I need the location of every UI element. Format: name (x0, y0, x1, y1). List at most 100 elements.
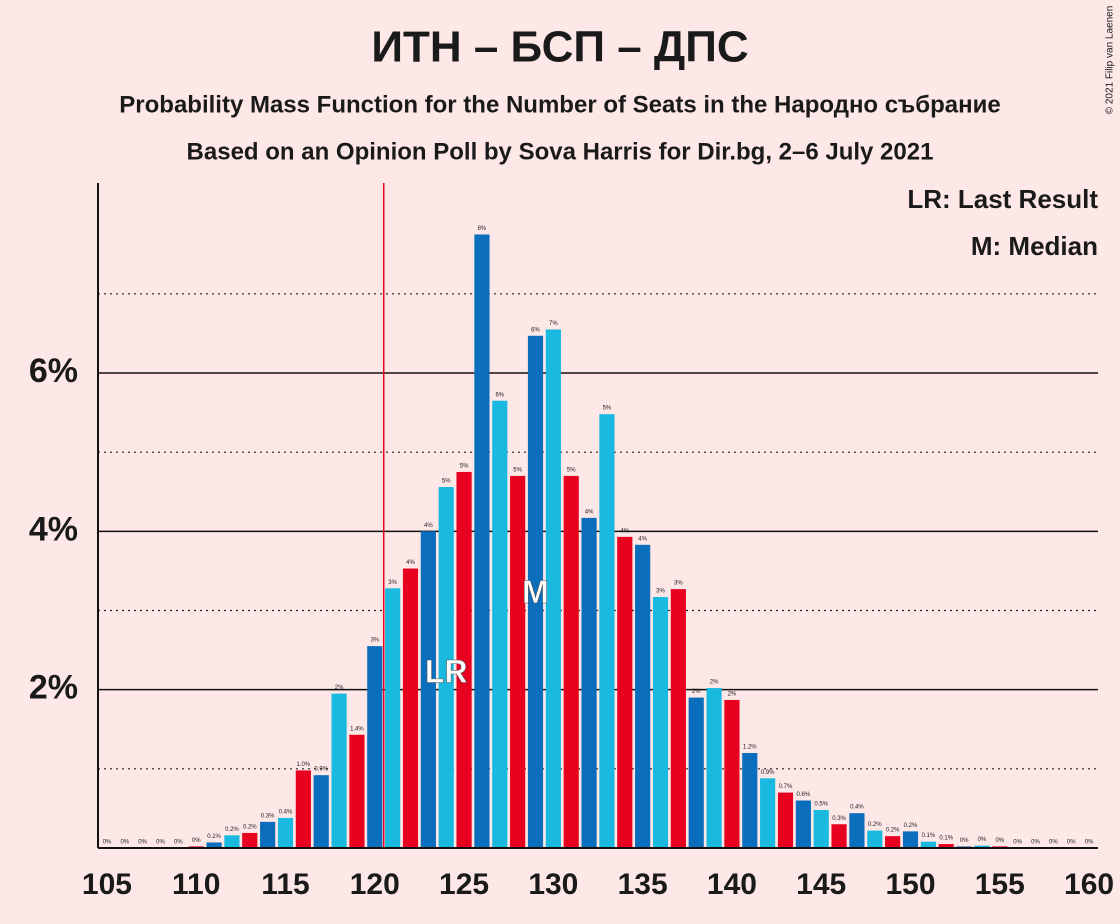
value-label: 0.9% (314, 767, 328, 773)
value-label: 7% (549, 321, 558, 327)
value-label: 1.2% (743, 745, 757, 751)
bar (742, 753, 758, 848)
bar (545, 329, 561, 848)
bar (760, 778, 776, 848)
value-label: 0.3% (832, 816, 846, 822)
bar (795, 800, 811, 848)
bar (831, 824, 847, 848)
value-label: 0.1% (207, 834, 221, 840)
bar (438, 487, 454, 848)
bar (617, 536, 633, 848)
bar (902, 831, 919, 848)
value-label: 0% (192, 838, 201, 844)
x-tick-label: 115 (261, 868, 309, 901)
value-label: 0.2% (904, 823, 918, 829)
value-label: 6% (531, 327, 540, 333)
value-label: 0% (960, 838, 969, 844)
copyright: © 2021 Filip van Laenen (1105, 6, 1116, 115)
value-label: 0.7% (779, 784, 793, 790)
annotation: M (522, 574, 549, 610)
x-tick-label: 110 (172, 868, 220, 901)
value-label: 3% (674, 581, 683, 587)
value-label: 4% (424, 523, 433, 529)
bar (474, 234, 490, 849)
value-label: 3% (388, 580, 397, 586)
bar (349, 734, 365, 848)
bar (920, 841, 936, 848)
value-label: 0.2% (243, 825, 257, 831)
value-label: 6% (495, 392, 504, 398)
value-label: 0.1% (922, 833, 936, 839)
bar (813, 810, 829, 848)
value-label: 8% (478, 226, 487, 232)
bar (295, 770, 311, 848)
value-label: 5% (460, 464, 469, 470)
value-label: 0% (1049, 840, 1058, 846)
bar (867, 830, 883, 848)
value-label: 0.2% (868, 822, 882, 828)
value-label: 2% (692, 689, 701, 695)
bar (724, 699, 740, 848)
value-label: 1.0% (297, 762, 311, 768)
bar (885, 836, 901, 848)
bar (974, 845, 990, 848)
value-label: 4% (620, 528, 629, 534)
value-label: 0.1% (939, 836, 953, 842)
legend-entry: M: Median (971, 231, 1098, 261)
value-label: 5% (513, 467, 522, 473)
bar (277, 817, 294, 848)
value-label: 4% (406, 560, 415, 566)
bar (385, 588, 401, 848)
value-label: 0% (156, 840, 165, 846)
value-label: 0.2% (225, 827, 239, 833)
bar (599, 414, 615, 848)
bar (938, 844, 954, 848)
bar (331, 693, 347, 848)
value-label: 0.2% (886, 828, 900, 834)
bar (688, 697, 704, 848)
bar (420, 531, 436, 848)
x-tick-label: 160 (1064, 868, 1114, 901)
x-tick-label: 125 (439, 868, 489, 901)
value-label: 5% (603, 406, 612, 412)
value-label: 3% (370, 638, 379, 644)
value-label: 2% (728, 692, 737, 698)
value-label: 0% (1085, 840, 1094, 846)
bar (224, 835, 240, 848)
bar (527, 335, 544, 849)
value-label: 1.4% (350, 726, 364, 732)
bar (260, 821, 276, 848)
bar (777, 792, 794, 848)
legend-entry: LR: Last Result (907, 184, 1098, 214)
y-tick-label: 6% (29, 352, 78, 390)
value-label: 0% (138, 840, 147, 846)
value-label: 0.3% (261, 813, 275, 819)
value-label: 0.6% (797, 792, 811, 798)
value-label: 2% (710, 680, 719, 686)
x-tick-label: 145 (796, 868, 846, 901)
bar (510, 475, 526, 848)
x-tick-label: 105 (82, 868, 132, 901)
value-label: 2% (335, 685, 344, 691)
x-tick-label: 140 (707, 868, 757, 901)
chart-subtitle: Based on an Opinion Poll by Sova Harris … (187, 138, 934, 165)
value-label: 0% (103, 840, 112, 846)
bar (563, 475, 579, 848)
value-label: 4% (638, 536, 647, 542)
bar (367, 646, 383, 848)
y-tick-label: 2% (29, 669, 78, 707)
chart-subtitle: Probability Mass Function for the Number… (119, 91, 1000, 118)
bar (706, 688, 722, 848)
bar (581, 517, 597, 848)
value-label: 4% (585, 509, 594, 515)
bar (849, 813, 865, 848)
value-label: 0.4% (279, 809, 293, 815)
value-label: 0% (978, 837, 987, 843)
bar (206, 842, 222, 848)
value-label: 5% (442, 479, 451, 485)
bar (652, 597, 669, 848)
chart-title: ИТН – БСП – ДПС (371, 23, 748, 72)
x-tick-label: 130 (528, 868, 578, 901)
bar (242, 832, 258, 848)
